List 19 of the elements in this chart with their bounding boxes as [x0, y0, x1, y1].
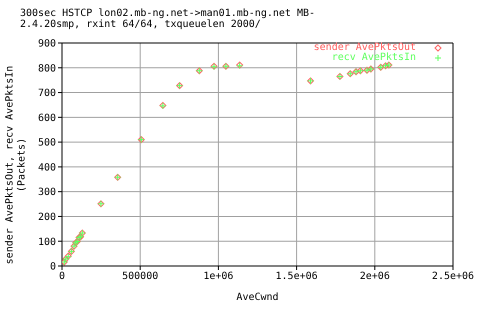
y-tick-label: 200: [38, 212, 56, 223]
x-tick-label: 2e+06: [360, 271, 390, 282]
y-tick-label: 600: [38, 112, 56, 124]
x-tick-label: 1.5e+06: [276, 271, 318, 282]
x-tick-label: 1e+06: [203, 271, 234, 282]
x-tick-label: 2.5e+06: [432, 271, 474, 282]
x-axis-title: AveCwnd: [236, 292, 279, 303]
y-tick-label: 800: [38, 63, 56, 74]
y-tick-label: 100: [38, 236, 56, 248]
x-tick-label: 500000: [122, 271, 158, 282]
y-tick-label: 400: [38, 162, 56, 174]
y-tick-label: 500: [38, 138, 56, 149]
y-tick-label: 900: [38, 38, 56, 50]
y-tick-label: 700: [38, 88, 56, 100]
chart-title: 300sec HSTCP lon02.mb-ng.net->man01.mb-ng.net MB- 2.4.20smp, rxint 64/64, txqueuelen 2000/: [20, 8, 316, 30]
x-tick-label: 0: [58, 271, 66, 282]
y-tick-label: 300: [38, 187, 56, 198]
y-axis-title: sender AvePktsOut, recv AvePktsIn (Packets): [4, 66, 28, 264]
y-tick-label: 0: [50, 262, 56, 273]
